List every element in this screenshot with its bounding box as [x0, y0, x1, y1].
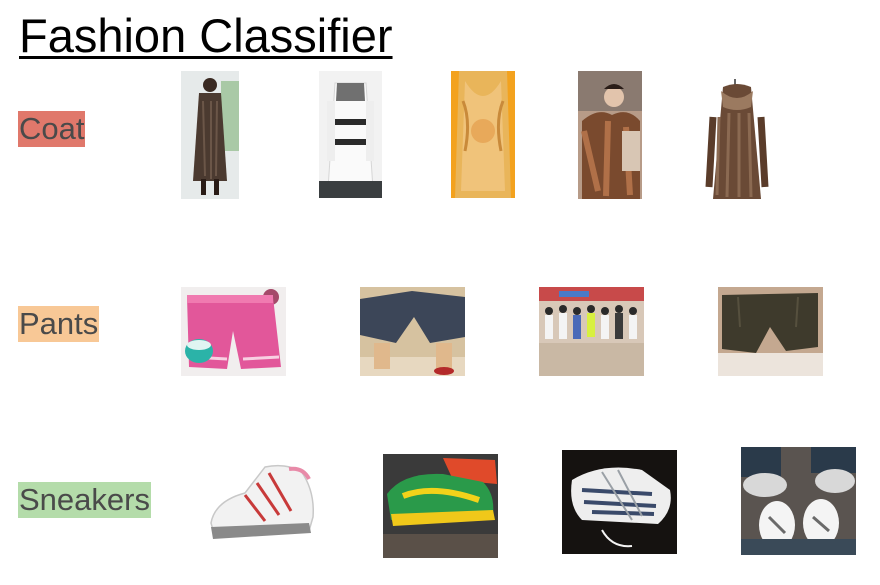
- pants-image-1: [181, 287, 286, 376]
- pants-image-4: [718, 287, 823, 376]
- category-label-sneakers: Sneakers: [18, 482, 151, 518]
- sneakers-image-2: [383, 454, 498, 558]
- category-label-coat: Coat: [18, 111, 86, 147]
- coat-image-4: [578, 71, 642, 199]
- sneakers-image-3: [562, 450, 677, 554]
- sneakers-image-4: [741, 447, 856, 555]
- pants-image-3: [539, 287, 644, 376]
- coat-image-1: [181, 71, 239, 199]
- coat-image-2: [319, 71, 382, 198]
- category-label-pants: Pants: [18, 306, 100, 342]
- coat-image-3: [451, 71, 515, 198]
- coat-image-5: [705, 77, 769, 205]
- pants-image-2: [360, 287, 465, 376]
- sneakers-image-1: [205, 461, 317, 543]
- page-title: Fashion Classifier: [19, 9, 393, 62]
